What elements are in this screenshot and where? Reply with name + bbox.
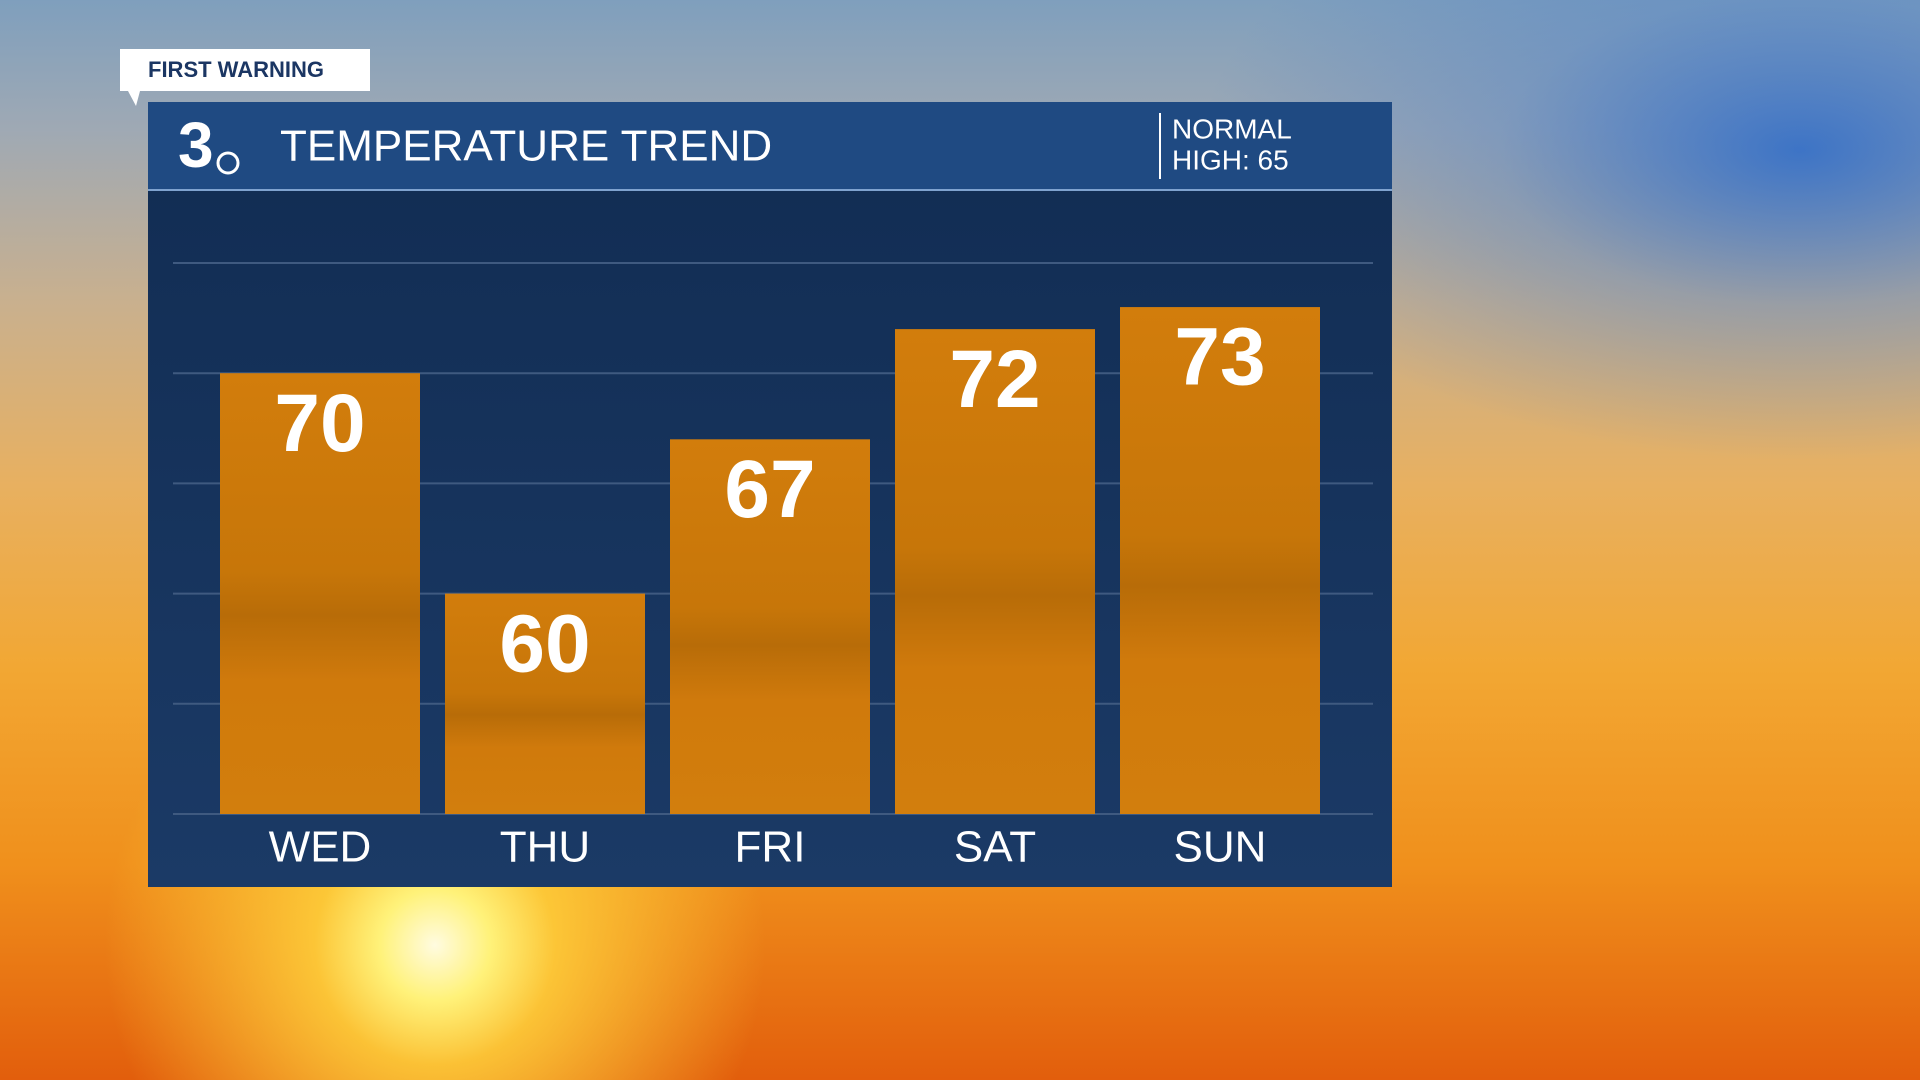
x-tick-label: SAT (954, 823, 1036, 872)
bar (895, 329, 1095, 814)
bar (670, 439, 870, 814)
bar (1120, 307, 1320, 814)
bar (220, 373, 420, 814)
value-label: 72 (949, 334, 1040, 425)
value-label: 73 (1174, 312, 1265, 403)
header-bar (148, 102, 1392, 190)
tag-box (120, 49, 370, 106)
chart-title: TEMPERATURE TREND (280, 122, 772, 171)
value-label: 67 (724, 444, 815, 535)
logo-eye (216, 151, 240, 175)
x-tick-label: WED (269, 823, 372, 872)
bar (445, 593, 645, 814)
normal-note: NORMAL (1172, 113, 1292, 144)
value-label: 60 (499, 598, 590, 689)
value-label: 70 (274, 378, 365, 469)
x-tick-label: THU (500, 823, 590, 872)
logo: 3 (178, 109, 214, 181)
tag-text: FIRST WARNING (148, 57, 324, 82)
x-tick-label: FRI (735, 823, 806, 872)
x-tick-label: SUN (1174, 823, 1267, 872)
normal-note: HIGH: 65 (1172, 144, 1289, 175)
